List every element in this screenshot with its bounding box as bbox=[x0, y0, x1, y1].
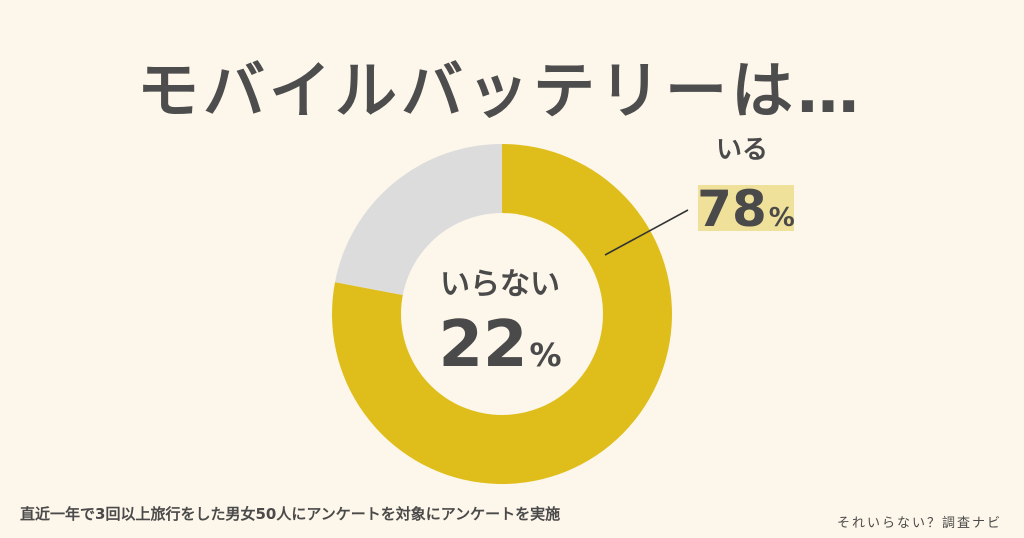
value-unit-iru: % bbox=[769, 203, 795, 233]
slice-value-iru: 78% bbox=[697, 180, 795, 238]
chart-title: モバイルバッテリーは… bbox=[136, 54, 863, 127]
slice-value-iranai: 22% bbox=[438, 308, 561, 382]
value-number-iru: 78 bbox=[697, 180, 767, 238]
value-number-iranai: 22 bbox=[438, 308, 527, 382]
value-unit-iranai: % bbox=[530, 336, 562, 374]
donut-hole bbox=[401, 213, 603, 415]
slice-label-iru: いる bbox=[716, 135, 768, 165]
slice-label-iranai: いらない bbox=[440, 267, 560, 302]
leader-line bbox=[604, 209, 689, 256]
brand-logo: それいらない？調査ナビ bbox=[836, 516, 1002, 531]
highlight-box bbox=[698, 185, 794, 231]
footnote: 直近一年で3回以上旅行をした男女50人にアンケートを対象にアンケートを実施 bbox=[20, 505, 561, 523]
